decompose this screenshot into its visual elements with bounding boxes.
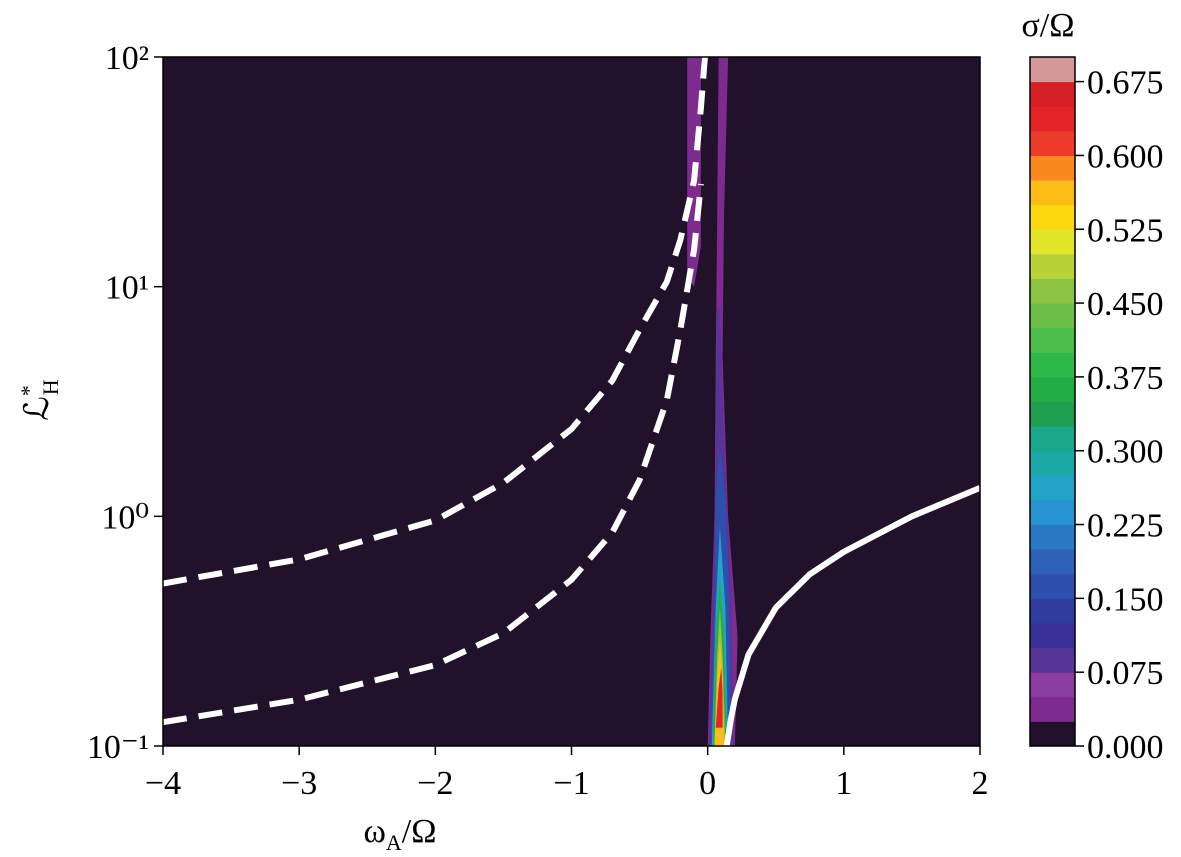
dashed-curve <box>163 183 704 726</box>
colorbar-band <box>1030 180 1075 206</box>
x-tick-label: 1 <box>835 765 852 802</box>
colorbar-band <box>1030 721 1075 747</box>
colorbar-band <box>1030 352 1075 378</box>
colorbar-band <box>1030 696 1075 722</box>
x-tick-label: 0 <box>699 765 716 802</box>
colorbar-tick-label: 0.075 <box>1087 655 1164 692</box>
solid-curve <box>723 485 980 746</box>
contour-region <box>715 667 723 728</box>
plot-area <box>163 57 980 746</box>
y-label-symbol: ℒ <box>19 396 56 421</box>
y-tick-label: 10⁻¹ <box>87 729 149 766</box>
colorbar-band <box>1030 204 1075 230</box>
colorbar-tick-label: 0.525 <box>1087 212 1164 249</box>
colorbar-tick-label: 0.375 <box>1087 360 1164 397</box>
colorbar-band <box>1030 573 1075 599</box>
colorbar-band <box>1030 229 1075 255</box>
x-tick-label: 2 <box>972 765 989 802</box>
colorbar-band <box>1030 81 1075 107</box>
colorbar-frame <box>1029 56 1076 747</box>
colorbar-band <box>1030 57 1075 83</box>
colorbar-band <box>1030 253 1075 279</box>
colorbar-band <box>1030 598 1075 624</box>
y-tick-label: 10² <box>105 40 149 77</box>
colorbar-tick-label: 0.675 <box>1087 65 1164 102</box>
x-label-rest: /Ω <box>402 813 437 850</box>
y-label-sup: * <box>16 385 41 396</box>
x-tick-label: −1 <box>553 765 589 802</box>
colorbar-band <box>1030 622 1075 649</box>
y-label-sub: H <box>38 379 63 395</box>
dashed-curve <box>163 57 708 587</box>
colorbar-tick-label: 0.150 <box>1087 581 1164 618</box>
colorbar-tick-label: 0.300 <box>1087 434 1164 471</box>
colorbar-band <box>1030 106 1075 132</box>
colorbar-band <box>1030 155 1075 181</box>
colorbar-band <box>1030 376 1075 402</box>
colorbar-band <box>1030 401 1075 427</box>
x-label-sub: A <box>386 830 402 855</box>
x-tick-label: −2 <box>417 765 453 802</box>
x-label-symbol: ω <box>364 813 386 850</box>
colorbar-band <box>1030 450 1075 476</box>
x-tick-label: −4 <box>145 765 181 802</box>
colorbar-tick-label: 0.450 <box>1087 286 1164 323</box>
colorbar-band <box>1030 647 1075 673</box>
colorbar-band <box>1030 303 1075 329</box>
colorbar-band <box>1030 327 1075 353</box>
colorbar-band <box>1030 524 1075 550</box>
contour-background <box>163 57 980 746</box>
colorbar-band <box>1030 672 1075 698</box>
colorbar-band <box>1030 278 1075 304</box>
y-tick-label: 10¹ <box>105 270 149 307</box>
colorbar-tick-label: 0.600 <box>1087 138 1164 175</box>
colorbar-band <box>1030 130 1075 156</box>
colorbar-band <box>1030 549 1075 575</box>
y-axis-label: ℒ*H <box>16 379 63 421</box>
colorbar-band <box>1030 426 1075 452</box>
y-tick-label: 10⁰ <box>101 499 149 536</box>
x-tick-label: −3 <box>281 765 317 802</box>
colorbar-band <box>1030 499 1075 526</box>
colorbar-tick-label: 0.000 <box>1087 729 1164 766</box>
x-axis-label: ωA/Ω <box>364 813 437 855</box>
colorbar-label: σ/Ω <box>1021 7 1074 44</box>
colorbar-band <box>1030 475 1075 501</box>
colorbar-tick-label: 0.225 <box>1087 508 1164 545</box>
